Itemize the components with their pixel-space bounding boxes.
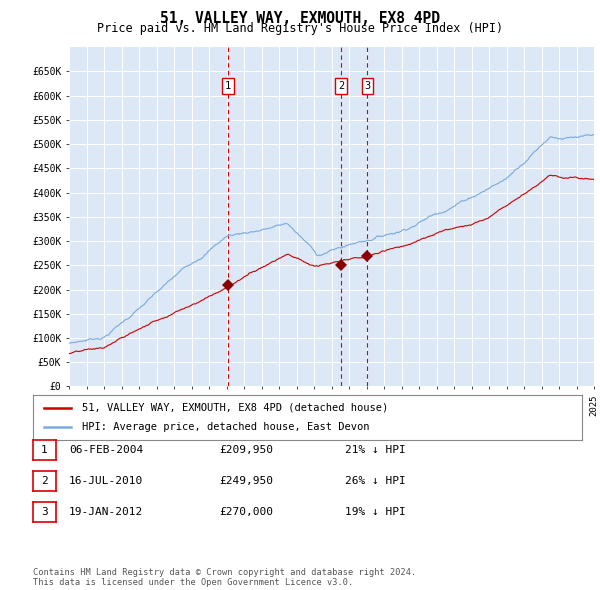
- Text: £209,950: £209,950: [219, 445, 273, 454]
- Text: HPI: Average price, detached house, East Devon: HPI: Average price, detached house, East…: [82, 422, 370, 432]
- Text: 06-FEB-2004: 06-FEB-2004: [69, 445, 143, 454]
- Text: 51, VALLEY WAY, EXMOUTH, EX8 4PD: 51, VALLEY WAY, EXMOUTH, EX8 4PD: [160, 11, 440, 25]
- Text: 19-JAN-2012: 19-JAN-2012: [69, 507, 143, 517]
- Text: 2: 2: [41, 476, 48, 486]
- Text: 3: 3: [41, 507, 48, 517]
- Text: 21% ↓ HPI: 21% ↓ HPI: [345, 445, 406, 454]
- Text: £249,950: £249,950: [219, 476, 273, 486]
- Text: Contains HM Land Registry data © Crown copyright and database right 2024.
This d: Contains HM Land Registry data © Crown c…: [33, 568, 416, 587]
- Text: 1: 1: [225, 81, 231, 91]
- Text: 16-JUL-2010: 16-JUL-2010: [69, 476, 143, 486]
- Text: 51, VALLEY WAY, EXMOUTH, EX8 4PD (detached house): 51, VALLEY WAY, EXMOUTH, EX8 4PD (detach…: [82, 403, 389, 412]
- Text: 2: 2: [338, 81, 344, 91]
- Text: 19% ↓ HPI: 19% ↓ HPI: [345, 507, 406, 517]
- Text: Price paid vs. HM Land Registry's House Price Index (HPI): Price paid vs. HM Land Registry's House …: [97, 22, 503, 35]
- Text: 26% ↓ HPI: 26% ↓ HPI: [345, 476, 406, 486]
- Text: 3: 3: [364, 81, 371, 91]
- Text: 1: 1: [41, 445, 48, 454]
- Text: £270,000: £270,000: [219, 507, 273, 517]
